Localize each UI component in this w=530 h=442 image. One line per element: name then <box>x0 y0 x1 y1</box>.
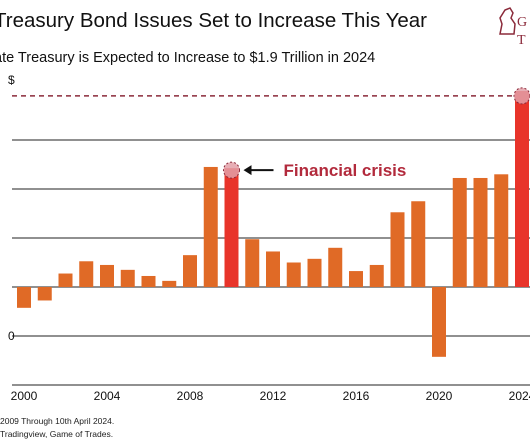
bar-2023 <box>494 174 509 287</box>
highlight-marker <box>513 87 530 105</box>
bar-2009 <box>203 166 218 287</box>
annotation-label: Financial crisis <box>284 161 407 180</box>
annotation: Financial crisis <box>243 161 407 180</box>
knight-chess-icon <box>499 7 516 35</box>
y-tick-label: $ <box>8 73 15 87</box>
x-tick-label: 2016 <box>343 389 370 403</box>
bar-2016 <box>349 271 363 287</box>
x-tick-label: 2024 <box>509 389 530 403</box>
y-tick-label: 0 <box>8 329 15 343</box>
knight-chess-icon: G T <box>499 7 527 48</box>
bar-2004 <box>100 264 114 287</box>
x-axis-ticks: 2000 2004 2008 2012 2016 2020 2024 <box>11 389 530 403</box>
bar-2007 <box>162 280 177 287</box>
bar-2015 <box>328 247 343 287</box>
bar-2001 <box>37 287 52 301</box>
annotation-arrowhead <box>243 165 252 176</box>
bar-2018 <box>390 212 405 287</box>
logo-letter: G <box>517 15 527 30</box>
bar-2014 <box>307 258 322 287</box>
bar-2013 <box>286 262 301 287</box>
bar-2006 <box>141 275 156 287</box>
bar-2024 <box>515 91 529 287</box>
footnote-dates: 2009 Through 10th April 2024. <box>0 416 115 426</box>
y-axis-ticks: $0 <box>8 73 15 343</box>
x-tick-label: 2008 <box>177 389 204 403</box>
bar-2005 <box>120 269 135 287</box>
bar-2019 <box>411 201 426 287</box>
bar-2000 <box>17 287 31 308</box>
bar-2022 <box>473 177 488 287</box>
x-tick-label: 2004 <box>94 389 121 403</box>
bar-2017 <box>369 264 384 287</box>
bar-2021 <box>452 177 467 287</box>
chart-subtitle: ate Treasury is Expected to Increase to … <box>0 50 376 66</box>
chart-bars <box>17 91 529 357</box>
bar-2010 <box>224 168 239 287</box>
x-tick-label: 2020 <box>426 389 453 403</box>
bar-2002 <box>58 273 73 287</box>
bar-2012 <box>266 251 280 287</box>
highlight-markers <box>223 87 530 179</box>
bar-2008 <box>183 255 197 287</box>
footnote-source: Tradingview, Game of Trades. <box>0 429 114 439</box>
bar-2011 <box>245 239 260 287</box>
highlight-marker <box>223 161 240 179</box>
logo-letter: T <box>517 33 526 48</box>
bar-2003 <box>79 261 94 287</box>
x-tick-label: 2000 <box>11 389 38 403</box>
chart-title: Treasury Bond Issues Set to Increase Thi… <box>0 9 428 32</box>
x-tick-label: 2012 <box>260 389 287 403</box>
bar-2020 <box>432 287 446 357</box>
